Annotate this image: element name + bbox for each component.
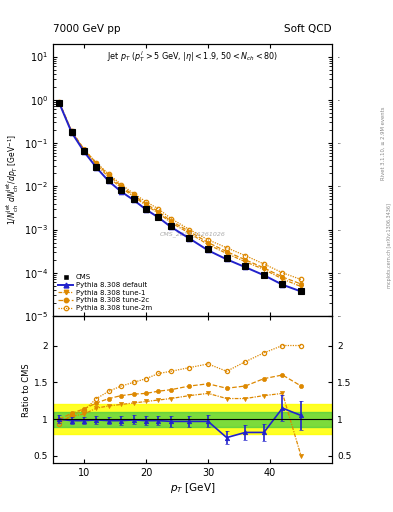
Text: Jet $p_T$ ($p_T^l$$>$5 GeV, $|\eta|$$<$1.9, 50$<$$N_{ch}$$<$80): Jet $p_T$ ($p_T^l$$>$5 GeV, $|\eta|$$<$1… xyxy=(107,49,278,64)
Legend: CMS, Pythia 8.308 default, Pythia 8.308 tune-1, Pythia 8.308 tune-2c, Pythia 8.3: CMS, Pythia 8.308 default, Pythia 8.308 … xyxy=(57,273,154,312)
Bar xyxy=(53,404,332,434)
X-axis label: $p_T$ [GeV]: $p_T$ [GeV] xyxy=(170,481,215,495)
Text: Soft QCD: Soft QCD xyxy=(285,24,332,34)
Y-axis label: Ratio to CMS: Ratio to CMS xyxy=(22,363,31,417)
Text: 7000 GeV pp: 7000 GeV pp xyxy=(53,24,121,34)
Text: Rivet 3.1.10, ≥ 2.9M events: Rivet 3.1.10, ≥ 2.9M events xyxy=(381,106,386,180)
Text: mcplots.cern.ch [arXiv:1306.3436]: mcplots.cern.ch [arXiv:1306.3436] xyxy=(387,203,392,288)
Bar xyxy=(53,412,332,426)
Y-axis label: $1/N_{\rm ch}^{\rm jet}\ dN_{\rm ch}^{\rm jet}/dp_{T}\ [\rm GeV^{-1}]$: $1/N_{\rm ch}^{\rm jet}\ dN_{\rm ch}^{\r… xyxy=(5,134,21,225)
Text: CMS_2013_I1261026: CMS_2013_I1261026 xyxy=(160,231,226,237)
